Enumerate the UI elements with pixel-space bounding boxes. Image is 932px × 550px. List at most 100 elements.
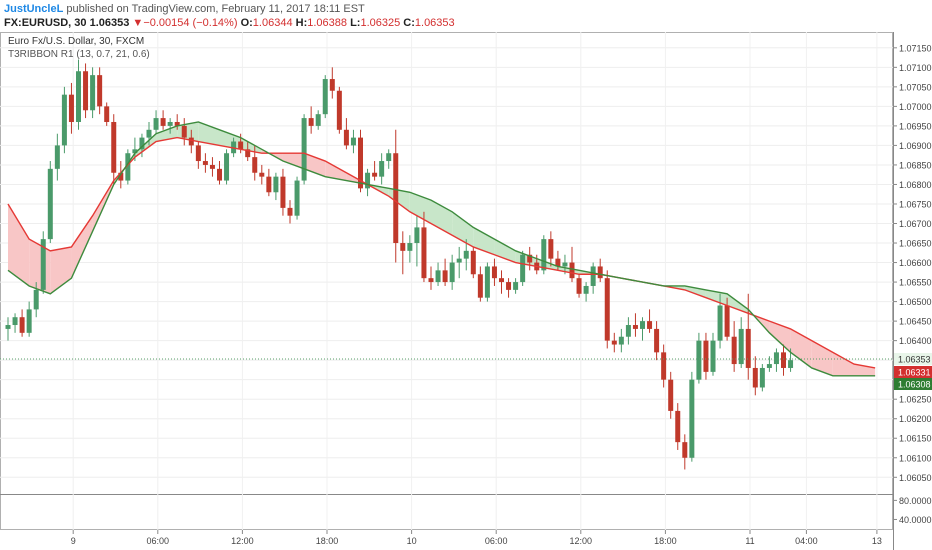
candle xyxy=(640,317,645,341)
candle-body xyxy=(83,71,89,111)
price-tick-label: 1.06250 xyxy=(899,395,932,405)
candle xyxy=(477,266,483,302)
time-axis[interactable]: 9 06:00 12:00 18:00 10 06:00 12:00 18:00 11 04:00… xyxy=(71,530,882,546)
high-label: H: xyxy=(295,17,308,29)
candle-body xyxy=(118,172,124,181)
current-price-tag: 1.06353 xyxy=(898,354,931,364)
candle xyxy=(470,246,476,279)
candle-body xyxy=(33,289,39,310)
candle xyxy=(287,200,293,224)
candle xyxy=(491,258,497,286)
price-tick-label: 1.06750 xyxy=(899,199,932,209)
candle-body xyxy=(315,114,321,126)
candle-body xyxy=(541,239,547,271)
last-price: 1.06353 xyxy=(89,17,130,29)
candle xyxy=(569,246,575,283)
candle xyxy=(661,344,667,388)
price-tick-label: 1.07050 xyxy=(899,82,932,92)
candle xyxy=(781,344,786,376)
candle xyxy=(301,114,307,185)
ribbon-segment xyxy=(304,153,326,177)
candle-body xyxy=(661,352,667,380)
candle-body xyxy=(421,227,427,279)
candle xyxy=(604,270,610,349)
candle xyxy=(513,278,519,294)
candle-body xyxy=(343,129,349,146)
fast-line-tag-bg xyxy=(894,377,932,390)
candle xyxy=(386,149,392,169)
candle-body xyxy=(217,168,222,181)
time-tick-label: 06:00 xyxy=(485,536,508,546)
candle xyxy=(590,262,596,294)
candle xyxy=(217,161,222,185)
price-chart[interactable]: 1.07150 1.07100 1.07050 1.07000 1.06950 1.069… xyxy=(0,32,932,550)
price-axis[interactable]: 1.07150 1.07100 1.07050 1.07000 1.06950 1.069… xyxy=(893,43,932,525)
legend-instrument: Euro Fx/U.S. Dollar, 30, FXCM xyxy=(8,36,144,47)
candle-body xyxy=(597,266,603,279)
open-value: 1.06344 xyxy=(252,17,293,29)
candle-body xyxy=(527,254,533,263)
candle-body xyxy=(766,364,772,368)
candle-body xyxy=(604,278,610,341)
publish-info: JustUncleL published on TradingView.com,… xyxy=(4,2,365,16)
candle xyxy=(146,121,152,146)
candle-body xyxy=(520,254,526,283)
candle xyxy=(548,231,554,267)
candle-body xyxy=(238,141,244,150)
ribbon-segment xyxy=(134,133,157,158)
candle xyxy=(527,246,533,271)
candle xyxy=(174,114,180,130)
candle-body xyxy=(555,258,561,267)
candle xyxy=(675,403,681,450)
price-tick-label: 1.06400 xyxy=(899,336,932,346)
candle-body xyxy=(484,266,490,298)
candle-body xyxy=(583,285,589,294)
candle xyxy=(583,282,589,302)
candle xyxy=(111,114,117,185)
candle-body xyxy=(245,149,251,158)
candle xyxy=(618,328,624,353)
candle-body xyxy=(372,172,378,177)
candle-body xyxy=(407,243,413,251)
candle-body xyxy=(280,176,286,208)
author-link[interactable]: JustUncleL xyxy=(4,3,64,15)
chart-header: JustUncleL published on TradingView.com,… xyxy=(0,0,932,32)
candle xyxy=(139,133,145,158)
candle xyxy=(759,364,765,392)
candle xyxy=(703,332,709,380)
candle-body xyxy=(435,270,441,283)
candle xyxy=(26,301,32,337)
time-tick-label: 12:00 xyxy=(231,536,254,546)
candle-body xyxy=(731,336,737,365)
t3-ribbon-lines xyxy=(7,121,876,377)
price-tick-label: 1.06200 xyxy=(899,414,932,424)
candle-body xyxy=(252,157,258,173)
symbol-label: FX:EURUSD, 30 xyxy=(4,17,87,29)
candle xyxy=(365,168,371,197)
candle-body xyxy=(224,153,230,181)
candle-body xyxy=(40,239,46,290)
candle xyxy=(442,258,448,286)
candle-body xyxy=(287,207,293,216)
candle-body xyxy=(111,121,117,173)
current-price-tag-bg xyxy=(894,352,932,365)
candle-body xyxy=(358,137,363,189)
price-tick-label: 1.06100 xyxy=(899,453,932,463)
candle xyxy=(68,82,74,134)
candle-body xyxy=(456,258,462,263)
ribbon-segment xyxy=(71,215,93,279)
candle-body xyxy=(611,340,617,345)
candle-body xyxy=(273,176,279,193)
ribbon-segment xyxy=(790,328,812,368)
candle-body xyxy=(90,75,96,111)
price-tick-label: 1.06600 xyxy=(899,258,932,268)
candle xyxy=(499,270,504,294)
candle-body xyxy=(12,317,18,326)
candle xyxy=(428,266,434,290)
candle xyxy=(752,356,758,396)
candle-body xyxy=(618,336,624,345)
candle-body xyxy=(104,106,110,122)
candle-body xyxy=(202,161,208,165)
candle-body xyxy=(26,309,32,333)
time-tick-label: 10 xyxy=(407,536,417,546)
